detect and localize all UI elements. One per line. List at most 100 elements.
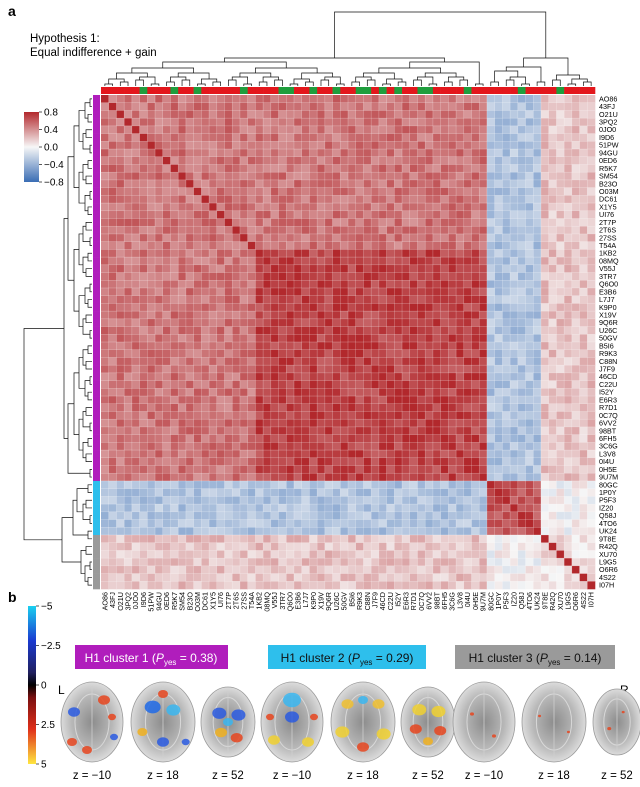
heatmap-cell [124, 558, 133, 567]
heatmap-cell [131, 179, 140, 188]
heatmap-cell [255, 457, 264, 466]
heatmap-cell [386, 550, 395, 559]
heatmap-cell [571, 527, 580, 536]
heatmap-cell [417, 203, 426, 212]
heatmap-cell [579, 558, 588, 567]
heatmap-cell [178, 156, 187, 165]
heatmap-cell [124, 550, 133, 559]
heatmap-cell [587, 380, 596, 389]
heatmap-cell [517, 334, 526, 343]
dendrogram-link [84, 102, 90, 119]
heatmap-cell [178, 125, 187, 134]
heatmap-cell [402, 488, 411, 497]
heatmap-cell [371, 403, 380, 412]
heatmap-cell [263, 357, 272, 366]
heatmap-cell [239, 172, 248, 181]
heatmap-cell [185, 110, 194, 119]
row-label: R7D1 [599, 403, 617, 412]
heatmap-cell [587, 457, 596, 466]
heatmap-cell [386, 233, 395, 242]
heatmap-cell [363, 210, 372, 219]
heatmap-cell [263, 334, 272, 343]
heatmap-cell [355, 210, 364, 219]
heatmap-cell [378, 249, 387, 258]
heatmap-cell [255, 272, 264, 281]
heatmap-cell [548, 233, 557, 242]
heatmap-cell [332, 504, 341, 513]
heatmap-cell [571, 504, 580, 513]
heatmap-cell [224, 558, 233, 567]
heatmap-cell [209, 450, 218, 459]
heatmap-cell [301, 581, 310, 590]
heatmap-cell [139, 334, 148, 343]
heatmap-cell [232, 457, 241, 466]
heatmap-cell [131, 527, 140, 536]
heatmap-cell [124, 264, 133, 273]
heatmap-cell [402, 118, 411, 127]
heatmap-cell [147, 334, 156, 343]
heatmap-cell [571, 326, 580, 335]
heatmap-cell [525, 565, 534, 574]
row-label: 80GC [599, 480, 618, 489]
heatmap-cell [340, 450, 349, 459]
heatmap-cell [324, 149, 333, 158]
heatmap-cell [355, 295, 364, 304]
heatmap-cell [155, 326, 164, 335]
top-strip-cell [510, 87, 519, 94]
heatmap-cell [232, 496, 241, 505]
heatmap-cell [494, 558, 503, 567]
heatmap-cell [494, 133, 503, 142]
heatmap-cell [101, 558, 110, 567]
heatmap-cell [386, 334, 395, 343]
heatmap-cell [239, 187, 248, 196]
heatmap-cell [479, 172, 488, 181]
heatmap-cell [571, 480, 580, 489]
heatmap-cell [571, 187, 580, 196]
heatmap-cell [178, 573, 187, 582]
heatmap-cell [124, 403, 133, 412]
heatmap-cell [216, 504, 225, 513]
heatmap-cell [324, 102, 333, 111]
dendrogram-link [181, 79, 191, 86]
heatmap-cell [170, 573, 179, 582]
heatmap-cell [301, 496, 310, 505]
heatmap-cell [139, 241, 148, 250]
heatmap-cell [178, 257, 187, 266]
heatmap-cell [402, 280, 411, 289]
heatmap-cell [494, 465, 503, 474]
heatmap-cell [301, 295, 310, 304]
heatmap-cell [170, 334, 179, 343]
heatmap-cell [378, 203, 387, 212]
heatmap-cell [425, 118, 434, 127]
heatmap-cell [293, 102, 302, 111]
heatmap-cell [317, 303, 326, 312]
heatmap-cell [263, 542, 272, 551]
heatmap-cell [471, 326, 480, 335]
heatmap-cell [216, 349, 225, 358]
heatmap-cell [533, 496, 542, 505]
heatmap-cell [301, 203, 310, 212]
heatmap-cell [510, 511, 519, 520]
dendrogram-link [162, 61, 287, 68]
heatmap-cell [540, 496, 549, 505]
heatmap-cell [548, 272, 557, 281]
dendrogram-link [119, 81, 129, 86]
heatmap-cell [185, 372, 194, 381]
heatmap-cell [448, 311, 457, 320]
heatmap-cell [371, 565, 380, 574]
heatmap-cell [255, 411, 264, 420]
column-label: E3B6 [293, 592, 302, 610]
heatmap-cell [332, 380, 341, 389]
heatmap-cell [409, 488, 418, 497]
heatmap-cell [502, 573, 511, 582]
heatmap-cell [548, 218, 557, 227]
heatmap-cell [232, 403, 241, 412]
heatmap-cell [309, 125, 318, 134]
heatmap-cell [571, 411, 580, 420]
heatmap-cell [510, 195, 519, 204]
heatmap-cell [479, 118, 488, 127]
heatmap-cell [332, 403, 341, 412]
left-strip-cell [93, 357, 100, 366]
heatmap-cell [209, 442, 218, 451]
heatmap-cell [402, 295, 411, 304]
